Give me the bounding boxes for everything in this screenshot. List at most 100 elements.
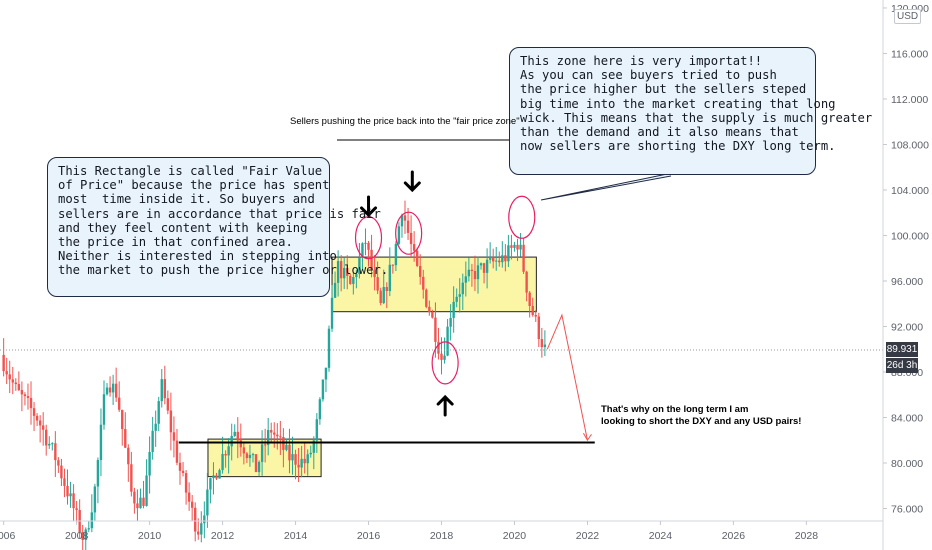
y-tick-label: 100.000 bbox=[891, 230, 929, 242]
candle-body bbox=[2, 354, 5, 372]
candle-body bbox=[376, 277, 379, 291]
candle-body bbox=[263, 444, 267, 446]
candle-body bbox=[540, 339, 544, 348]
sellers-note[interactable]: Sellers pushing the price back into the … bbox=[290, 116, 520, 127]
x-tick-label: 2022 bbox=[576, 530, 600, 542]
candle-body bbox=[455, 296, 458, 302]
candle-body bbox=[400, 215, 404, 227]
candle-body bbox=[151, 430, 154, 453]
candle-body bbox=[200, 523, 203, 535]
x-tick-label: 2018 bbox=[430, 530, 454, 542]
candle-body bbox=[485, 259, 489, 273]
candle-body bbox=[297, 464, 300, 468]
time-axis[interactable]: 2006 2008 2010 2012 2014 2016 2018 2020 2022 2024… bbox=[0, 521, 818, 542]
wick-callout-pointer bbox=[540, 172, 673, 201]
candle-body bbox=[516, 244, 519, 250]
y-tick-label: 84.000 bbox=[891, 412, 923, 424]
candle-body bbox=[45, 429, 48, 446]
candle-body bbox=[543, 344, 547, 348]
candle-body bbox=[437, 341, 440, 354]
candle-body bbox=[476, 265, 480, 280]
candle-body bbox=[157, 401, 160, 424]
candle-body bbox=[227, 446, 230, 456]
candle-body bbox=[409, 232, 413, 245]
x-tick-label: 2014 bbox=[284, 530, 308, 542]
candle-body bbox=[504, 255, 507, 262]
candle-body bbox=[291, 454, 294, 461]
candle-body bbox=[145, 475, 148, 506]
candle-body bbox=[270, 430, 273, 433]
candle-body bbox=[69, 493, 72, 497]
candle-body bbox=[273, 432, 276, 435]
candle-body bbox=[8, 374, 11, 380]
y-tick-label: 76.000 bbox=[891, 503, 923, 515]
wick-callout[interactable]: This zone here is very importat!! As you… bbox=[509, 47, 872, 175]
candle-body bbox=[215, 475, 218, 479]
candle-body bbox=[482, 263, 486, 273]
candle-body bbox=[133, 491, 136, 504]
arrow-down-icon bbox=[360, 195, 378, 218]
candle-body bbox=[358, 257, 361, 275]
candle-body bbox=[367, 242, 370, 250]
candle-body bbox=[501, 255, 504, 263]
candle-body bbox=[528, 292, 531, 306]
candle-body bbox=[534, 314, 537, 317]
y-tick-label: 116.000 bbox=[891, 48, 928, 60]
candle-body bbox=[51, 443, 54, 445]
candle-body bbox=[294, 454, 297, 465]
candle-body bbox=[38, 420, 42, 426]
candle-body bbox=[84, 529, 87, 541]
candle-body bbox=[87, 528, 90, 530]
candle-body bbox=[93, 486, 97, 513]
candle-body bbox=[309, 452, 312, 455]
candle-body bbox=[491, 257, 495, 262]
candle-body bbox=[117, 397, 121, 410]
candle-body bbox=[507, 245, 510, 262]
candle-body bbox=[333, 282, 337, 298]
y-tick-label: 104.000 bbox=[891, 185, 929, 197]
candle-body bbox=[239, 440, 243, 448]
candle-body bbox=[245, 453, 249, 459]
candle-body bbox=[324, 367, 328, 380]
candle-body bbox=[522, 244, 525, 272]
y-tick-label: 108.000 bbox=[891, 139, 929, 151]
candle-body bbox=[495, 260, 498, 262]
candle-body bbox=[72, 493, 75, 509]
candle-body bbox=[379, 290, 382, 304]
candle-body bbox=[419, 265, 422, 277]
candle-body bbox=[303, 458, 306, 464]
candle-body bbox=[339, 261, 343, 279]
x-tick-label: 2020 bbox=[503, 530, 527, 542]
fair-value-callout[interactable]: This Rectangle is called "Fair Value of … bbox=[47, 157, 388, 297]
y-tick-label: 112.000 bbox=[891, 94, 928, 106]
candle-body bbox=[260, 444, 264, 462]
candle-body bbox=[257, 461, 261, 473]
candle-body bbox=[422, 276, 425, 290]
candle-body bbox=[300, 458, 303, 468]
candle-body bbox=[184, 473, 188, 493]
candle-body bbox=[212, 475, 215, 479]
candle-body bbox=[321, 379, 325, 400]
arrow-up-icon bbox=[436, 394, 454, 417]
candle-body bbox=[160, 379, 163, 402]
price-axis[interactable]: 76.00080.00084.00088.00092.00096.000100.… bbox=[883, 3, 929, 516]
x-tick-label: 2010 bbox=[138, 530, 162, 542]
countdown-tag: 26d 3h bbox=[886, 358, 918, 373]
candle-body bbox=[26, 396, 30, 398]
currency-label[interactable]: USD bbox=[894, 9, 922, 24]
forecast-path bbox=[546, 313, 588, 441]
arrow-down-icon bbox=[403, 170, 421, 193]
candle-body bbox=[446, 326, 449, 356]
x-tick-label: 2024 bbox=[649, 530, 673, 542]
candle-body bbox=[428, 306, 431, 313]
candle-body bbox=[218, 470, 221, 479]
candle-body bbox=[464, 276, 468, 283]
short-note[interactable]: That's why on the long term I am looking… bbox=[601, 404, 802, 427]
candle-body bbox=[346, 267, 349, 276]
candle-body bbox=[5, 371, 8, 375]
candle-body bbox=[361, 243, 364, 258]
candle-body bbox=[415, 250, 419, 266]
candle-body bbox=[48, 443, 51, 446]
candle-body bbox=[136, 503, 139, 509]
